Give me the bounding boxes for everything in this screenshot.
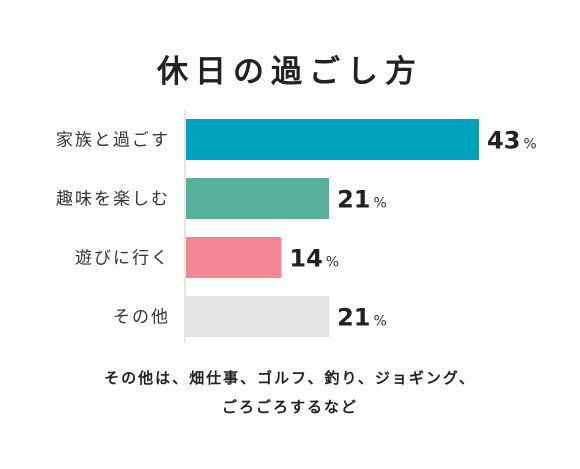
data-label: 21%: [337, 186, 387, 214]
category-label: 趣味を楽しむ: [56, 190, 170, 210]
data-label-value: 14: [289, 245, 322, 273]
bar: [186, 178, 330, 219]
category-label: その他: [113, 308, 170, 328]
data-label-unit: %: [523, 137, 536, 153]
data-label: 21%: [337, 304, 387, 332]
footnote-line-2: ごろごろするなど: [221, 398, 358, 416]
data-label-value: 21: [337, 304, 370, 332]
bars: 家族と過ごす 43 % 趣味を楽しむ 21 % 遊びに行く 14 % その他 21%: [56, 119, 537, 337]
category-label: 家族と過ごす: [56, 131, 170, 151]
data-label: 43%: [487, 127, 537, 155]
bar: [186, 119, 479, 160]
data-label: 14%: [289, 245, 339, 273]
data-label-value: 43: [487, 127, 520, 155]
data-label-unit: %: [373, 314, 386, 330]
footnote-line-1: その他は、畑仕事、ゴルフ、釣り、ジョギング、: [104, 369, 476, 387]
bar: [186, 237, 282, 278]
footnote: その他は、畑仕事、ゴルフ、釣り、ジョギング、 ごろごろするなど: [0, 364, 580, 422]
bar: [186, 296, 330, 337]
data-label-unit: %: [326, 255, 339, 271]
chart-title: 休日の過ごし方: [157, 54, 423, 90]
data-label-unit: %: [373, 196, 386, 212]
category-label: 遊びに行く: [75, 249, 170, 269]
data-label-value: 21: [337, 186, 370, 214]
